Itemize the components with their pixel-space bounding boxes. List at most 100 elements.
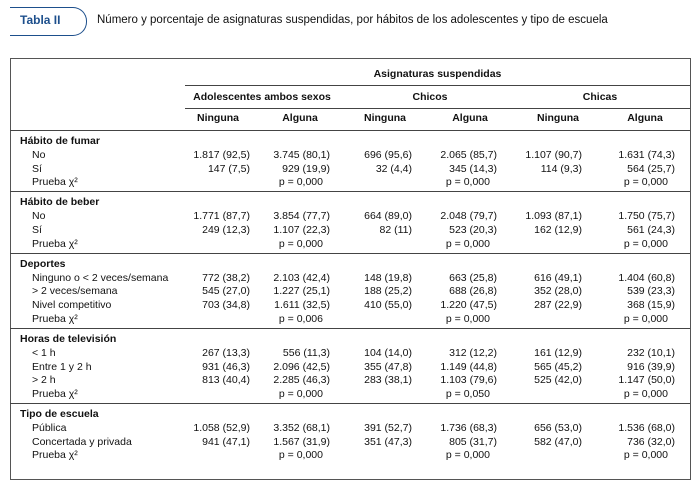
column-header: Alguna	[627, 112, 663, 124]
cell: 525 (42,0)	[534, 374, 582, 386]
cell: 703 (34,8)	[202, 299, 250, 311]
cell: 664 (89,0)	[364, 210, 412, 222]
section-title: Hábito de fumar	[20, 135, 100, 147]
cell: 941 (47,1)	[202, 436, 250, 448]
cell: 287 (22,9)	[534, 299, 582, 311]
cell: 931 (46,3)	[202, 361, 250, 373]
cell: 1.404 (60,8)	[618, 272, 675, 284]
section-title: Tipo de escuela	[20, 408, 99, 420]
cell: 3.745 (80,1)	[273, 149, 330, 161]
cell: 267 (13,3)	[202, 347, 250, 359]
table-label-box	[10, 7, 87, 36]
row-label: Nivel competitivo	[32, 299, 112, 311]
cell: 351 (47,3)	[364, 436, 412, 448]
cell: 1.567 (31,9)	[273, 436, 330, 448]
group-header: Chicos	[412, 91, 448, 103]
cell: 556 (11,3)	[282, 347, 330, 359]
cell: p = 0,000	[445, 238, 490, 250]
cell: 345 (14,3)	[449, 163, 497, 175]
cell: p = 0,000	[623, 238, 668, 250]
cell: 368 (15,9)	[627, 299, 675, 311]
cell: p = 0,000	[623, 449, 668, 461]
cell: 772 (38,2)	[202, 272, 250, 284]
cell: 1.149 (44,8)	[440, 361, 497, 373]
row-label: Concertada y privada	[32, 436, 132, 448]
cell: 545 (27,0)	[202, 285, 250, 297]
cell: 2.048 (79,7)	[440, 210, 497, 222]
cell: 82 (11)	[379, 224, 413, 236]
cell: 1.107 (90,7)	[525, 149, 582, 161]
row-label: Prueba χ²	[32, 176, 78, 188]
cell: 1.611 (32,5)	[274, 299, 330, 311]
cell: 162 (12,9)	[534, 224, 582, 236]
cell: 148 (19,8)	[364, 272, 412, 284]
row-label: Sí	[32, 224, 42, 236]
cell: p = 0,000	[623, 176, 668, 188]
rule	[185, 108, 690, 109]
cell: 3.352 (68,1)	[273, 422, 330, 434]
group-header: Adolescentes ambos sexos	[193, 91, 331, 103]
cell: 1.093 (87,1)	[525, 210, 582, 222]
section-title: Horas de televisión	[20, 333, 117, 345]
cell: 249 (12,3)	[202, 224, 250, 236]
cell: 736 (32,0)	[627, 436, 675, 448]
cell: 2.103 (42,4)	[273, 272, 330, 284]
cell: p = 0,000	[278, 388, 323, 400]
cell: 656 (53,0)	[534, 422, 582, 434]
rule	[10, 191, 690, 192]
row-label: < 1 h	[32, 347, 56, 359]
row-label: > 2 veces/semana	[32, 285, 118, 297]
group-header: Chicas	[582, 91, 618, 103]
rule	[10, 328, 690, 329]
cell: 564 (25,7)	[627, 163, 675, 175]
cell: 232 (10,1)	[627, 347, 675, 359]
row-label: Entre 1 y 2 h	[32, 361, 92, 373]
section-title: Deportes	[20, 258, 66, 270]
cell: 188 (25,2)	[364, 285, 412, 297]
cell: 539 (23,3)	[627, 285, 675, 297]
cell: 916 (39,9)	[627, 361, 675, 373]
cell: 32 (4,4)	[375, 163, 412, 175]
row-label: Ninguno o < 2 veces/semana	[32, 272, 169, 284]
cell: p = 0,000	[623, 313, 668, 325]
section-title: Hábito de beber	[20, 196, 100, 208]
cell: 929 (19,9)	[282, 163, 330, 175]
cell: 1.147 (50,0)	[618, 374, 675, 386]
column-header: Ninguna	[364, 112, 406, 124]
cell: 696 (95,6)	[364, 149, 412, 161]
cell: 688 (26,8)	[449, 285, 497, 297]
cell: 352 (28,0)	[534, 285, 582, 297]
row-label: No	[32, 149, 46, 161]
cell: 391 (52,7)	[364, 422, 412, 434]
column-header: Ninguna	[537, 112, 579, 124]
cell: 1.103 (79,6)	[440, 374, 497, 386]
cell: 2.096 (42,5)	[273, 361, 330, 373]
cell: 1.536 (68,0)	[618, 422, 675, 434]
cell: 114 (9,3)	[540, 163, 582, 175]
column-header: Alguna	[282, 112, 318, 124]
cell: 1.220 (47,5)	[440, 299, 497, 311]
cell: 663 (25,8)	[449, 272, 497, 284]
cell: 3.854 (77,7)	[273, 210, 330, 222]
cell: 1.058 (52,9)	[193, 422, 250, 434]
cell: 582 (47,0)	[534, 436, 582, 448]
rule	[10, 130, 690, 131]
table-title: Número y porcentaje de asignaturas suspe…	[97, 14, 608, 26]
rule	[185, 85, 690, 86]
table-frame	[10, 58, 691, 480]
cell: 147 (7,5)	[207, 163, 250, 175]
table-label: Tabla II	[20, 13, 61, 27]
cell: p = 0,000	[278, 176, 323, 188]
row-label: Sí	[32, 163, 42, 175]
cell: 813 (40,4)	[202, 374, 250, 386]
row-label: Prueba χ²	[32, 449, 78, 461]
rule	[10, 403, 690, 404]
cell: p = 0,050	[445, 388, 490, 400]
row-label: > 2 h	[32, 374, 56, 386]
cell: 561 (24,3)	[627, 224, 675, 236]
cell: p = 0,000	[445, 176, 490, 188]
cell: 312 (12,2)	[449, 347, 497, 359]
rule	[10, 253, 690, 254]
cell: 283 (38,1)	[364, 374, 412, 386]
